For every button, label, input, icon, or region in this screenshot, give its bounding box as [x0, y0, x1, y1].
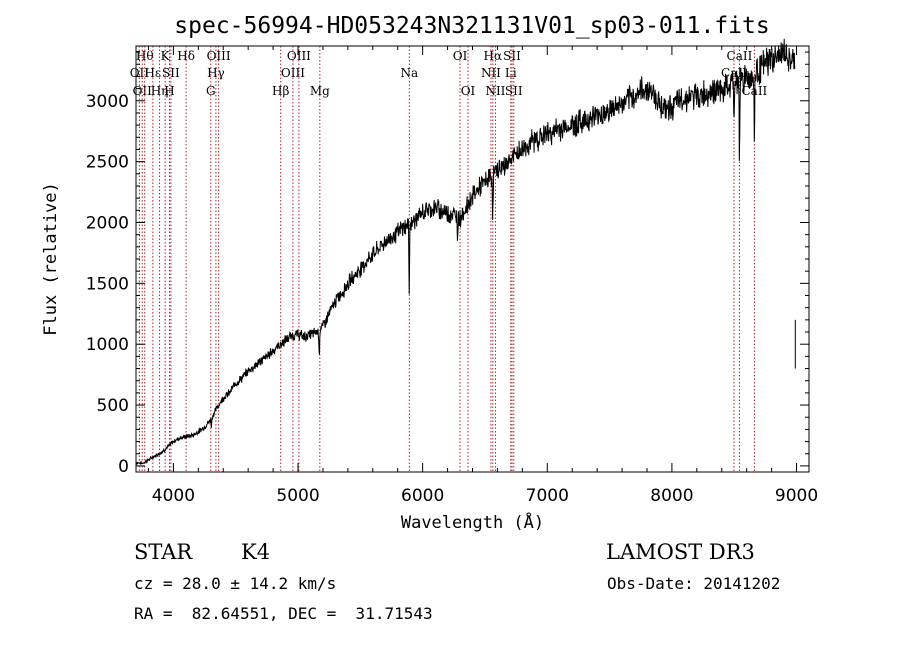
line-marker-label: Hθ [136, 49, 154, 63]
x-axis-label: Wavelength (Å) [401, 511, 544, 533]
line-marker-label: K [161, 49, 171, 63]
spectrum-line [136, 38, 796, 466]
line-marker-label: OIII [281, 66, 305, 80]
line-marker-label: G [206, 84, 216, 98]
star-subclass: K4 [241, 540, 271, 564]
x-tick-label: 9000 [775, 486, 818, 506]
line-marker-label: Na [400, 66, 418, 80]
line-marker-label: OI [453, 49, 468, 63]
axis-ticks: 4000 5000 6000 7000 8000 9000 0 500 1000 1500 2000… [86, 46, 818, 506]
line-marker-label: H [164, 84, 174, 98]
line-marker-label: Hε [144, 66, 161, 80]
line-marker-label: SII [505, 84, 523, 98]
line-marker-label: Li [505, 66, 517, 80]
line-marker-label: NII [485, 84, 505, 98]
line-marker-label: Hη [151, 84, 169, 98]
x-tick-label: 4000 [152, 486, 195, 506]
coordinates: RA = 82.64551, DEC = 31.71543 [134, 604, 433, 623]
star-class: STAR [134, 540, 193, 564]
line-marker-label: Hγ [207, 66, 225, 80]
line-marker-label: OIII [287, 49, 311, 63]
line-marker-label: OII [133, 84, 153, 98]
line-marker-label: Hβ [272, 84, 289, 98]
x-tick-label: 6000 [401, 486, 444, 506]
y-tick-label: 1000 [86, 335, 129, 355]
y-tick-label: 0 [118, 457, 129, 477]
obs-date: Obs-Date: 20141202 [607, 574, 781, 593]
line-marker-label: OIII [207, 49, 231, 63]
line-marker-label: OI [461, 84, 476, 98]
line-marker-label: CaII [727, 49, 753, 63]
line-marker-label: SII [503, 49, 521, 63]
y-axis-label: Flux (relative) [41, 182, 61, 336]
x-tick-label: 8000 [650, 486, 693, 506]
y-tick-label: 2500 [86, 153, 129, 173]
redshift-cz: cz = 28.0 ± 14.2 km/s [134, 574, 337, 593]
survey-name: LAMOST DR3 [606, 540, 755, 564]
line-marker-label: SII [162, 66, 180, 80]
plot-frame [135, 45, 810, 473]
y-tick-label: 1500 [86, 274, 129, 294]
line-marker-label: Hδ [177, 49, 195, 63]
chart-title: spec-56994-HD053243N321131V01_sp03-011.f… [174, 13, 769, 39]
y-tick-label: 3000 [86, 92, 129, 112]
line-marker-label: OII [130, 66, 150, 80]
y-tick-label: 2000 [86, 213, 129, 233]
x-tick-label: 7000 [526, 486, 569, 506]
line-marker-label: Mg [310, 84, 330, 98]
line-marker-label: Hα [484, 49, 503, 63]
x-tick-label: 5000 [276, 486, 319, 506]
line-markers: OII OII Hθ Hε Hη K H SII Hδ G Hγ OIII Hβ OIII OIII Mg Na… [130, 46, 768, 472]
spectrum-layer [136, 38, 796, 466]
y-tick-label: 500 [97, 396, 129, 416]
line-marker-label: NII [481, 66, 501, 80]
